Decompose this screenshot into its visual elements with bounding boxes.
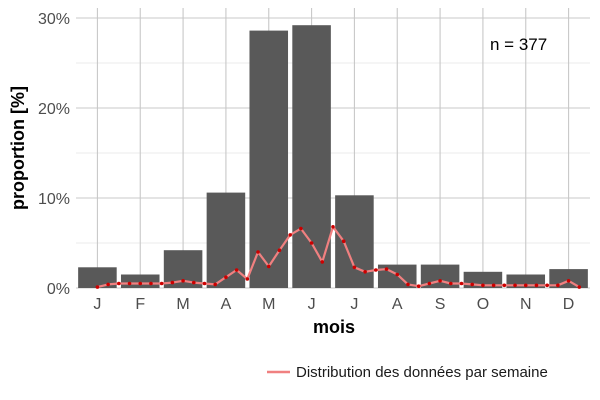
weekly-point xyxy=(256,250,260,254)
weekly-point xyxy=(331,225,335,229)
y-tick-label: 20% xyxy=(38,101,70,118)
y-tick-label: 10% xyxy=(38,191,70,208)
weekly-point xyxy=(138,281,143,286)
weekly-point xyxy=(117,281,121,286)
weekly-point xyxy=(127,281,132,286)
weekly-point xyxy=(556,283,560,288)
weekly-point xyxy=(448,281,453,286)
x-tick-label: M xyxy=(262,296,275,313)
weekly-point xyxy=(320,260,325,264)
bar-7 xyxy=(335,195,374,288)
bar-5 xyxy=(249,30,289,288)
weekly-point xyxy=(384,267,389,271)
x-tick-label: M xyxy=(176,296,189,313)
weekly-point xyxy=(523,283,528,288)
weekly-point xyxy=(277,248,282,252)
weekly-point xyxy=(288,233,292,237)
weekly-point xyxy=(545,283,549,288)
weekly-point xyxy=(224,275,228,280)
x-tick-label: A xyxy=(392,296,403,313)
weekly-point xyxy=(95,285,100,289)
bar-12 xyxy=(549,269,588,288)
y-axis-title: proportion [%] xyxy=(8,86,28,210)
bar-1 xyxy=(78,267,117,288)
weekly-point xyxy=(502,283,507,288)
x-tick-label: J xyxy=(93,296,101,313)
weekly-point xyxy=(352,265,357,270)
bars-group xyxy=(78,25,588,288)
weekly-point xyxy=(309,241,314,245)
x-tick-label: S xyxy=(435,296,446,313)
weekly-line-group xyxy=(95,225,582,289)
x-tick-label: J xyxy=(308,296,316,313)
weekly-point xyxy=(534,283,539,288)
weekly-point xyxy=(181,279,185,283)
weekly-point xyxy=(470,282,475,287)
weekly-point xyxy=(266,264,271,269)
x-tick-label: N xyxy=(520,296,532,313)
weekly-point xyxy=(374,268,378,272)
weekly-point xyxy=(416,284,421,289)
x-tick-label: A xyxy=(221,296,232,313)
weekly-point xyxy=(202,281,207,286)
weekly-point xyxy=(577,285,582,289)
x-tick-label: O xyxy=(477,296,489,313)
weekly-point xyxy=(191,280,196,285)
weekly-point xyxy=(363,270,367,274)
bar-6 xyxy=(292,25,331,288)
weekly-point xyxy=(566,279,571,283)
weekly-point xyxy=(170,280,175,285)
legend: Distribution des données par semaine xyxy=(267,364,548,381)
weekly-point xyxy=(427,281,432,286)
weekly-point xyxy=(491,283,496,288)
weekly-point xyxy=(438,279,442,283)
x-tick-label: F xyxy=(135,296,145,313)
bar-2 xyxy=(120,274,160,288)
y-tick-label: 30% xyxy=(38,11,70,28)
y-tick-label: 0% xyxy=(47,281,70,298)
weekly-point xyxy=(406,282,410,287)
x-tick-label: J xyxy=(350,296,358,313)
weekly-point xyxy=(341,239,346,243)
weekly-point xyxy=(513,283,517,288)
weekly-point xyxy=(149,281,153,286)
sample-size-annotation: n = 377 xyxy=(490,35,547,54)
weekly-point xyxy=(106,282,110,287)
x-axis-title: mois xyxy=(313,317,355,337)
weekly-point xyxy=(159,281,164,286)
weekly-point xyxy=(481,283,485,288)
weekly-point xyxy=(213,282,218,287)
x-tick-label: D xyxy=(563,296,575,313)
weekly-point xyxy=(395,272,400,277)
weekly-point xyxy=(234,268,239,272)
weekly-series-line xyxy=(97,225,580,289)
tick-labels: 0% 10% 20% 30% J F M A M J J A S O N D xyxy=(38,11,574,313)
weekly-point xyxy=(459,281,464,286)
legend-label: Distribution des données par semaine xyxy=(296,364,548,381)
weekly-point xyxy=(299,226,303,231)
weekly-point xyxy=(245,277,250,281)
